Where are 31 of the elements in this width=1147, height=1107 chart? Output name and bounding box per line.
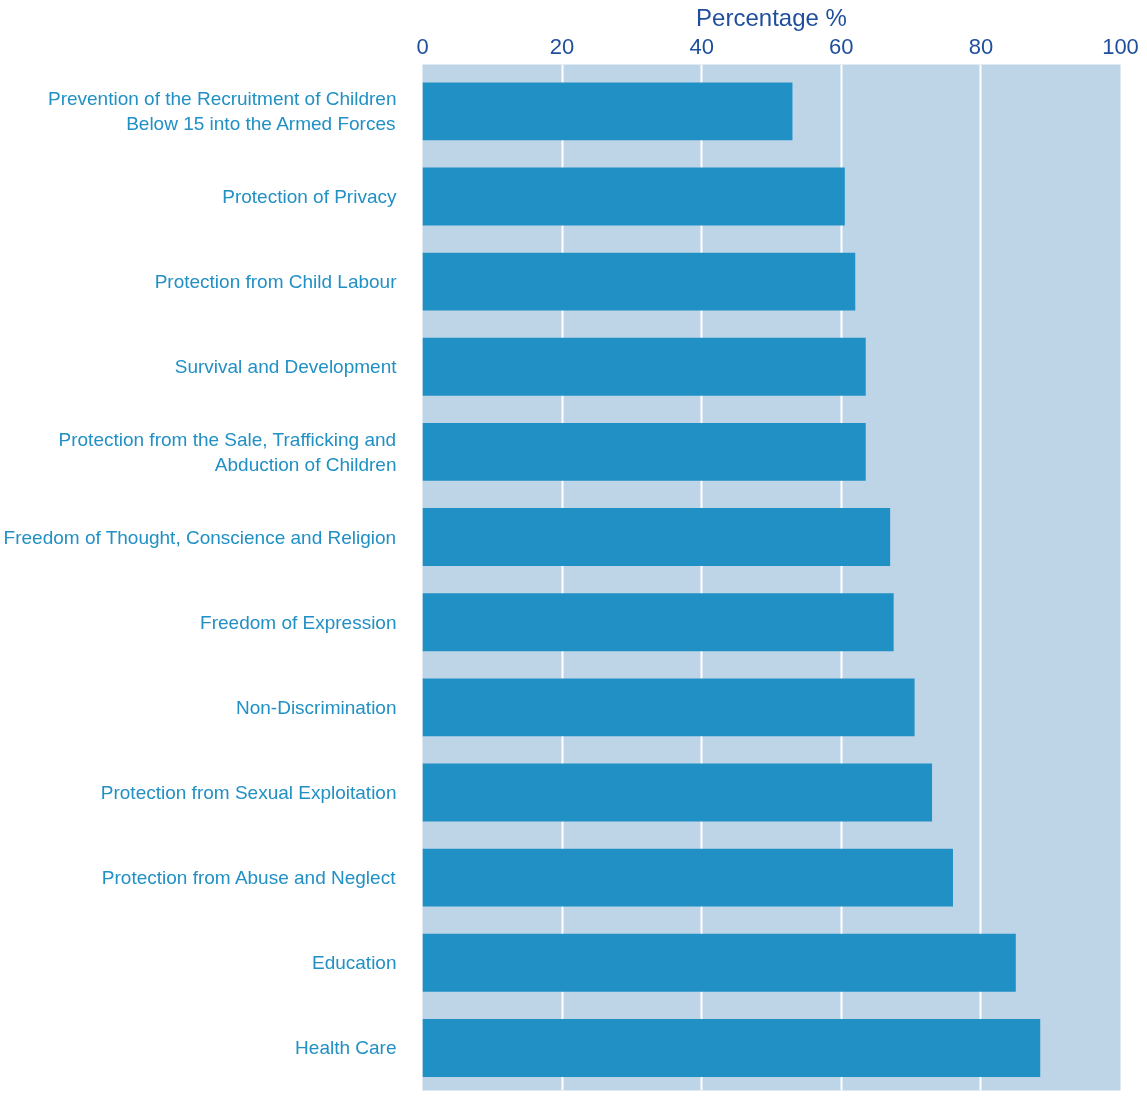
y-tick-label: Protection from Sexual Exploitation (100, 781, 397, 803)
bar (422, 422, 866, 481)
bar (422, 508, 891, 567)
y-tick-label: Protection from Child Labour (154, 271, 398, 293)
bar (422, 252, 856, 311)
bar (422, 1018, 1041, 1077)
bar (422, 167, 845, 226)
y-tick-label: Protection from Abuse and Neglect (101, 867, 397, 889)
bar (422, 82, 793, 141)
x-tick-label: 40 (689, 33, 714, 59)
y-tick-label: Freedom of Expression (200, 611, 397, 633)
x-tick-label: 100 (1102, 33, 1139, 59)
bar (422, 763, 933, 822)
x-tick-label: 80 (968, 33, 994, 59)
bar (422, 337, 866, 396)
y-tick-label: Education (311, 952, 397, 974)
bar (422, 933, 1016, 992)
y-tick-label: Protection from the Sale, Trafficking and Abduction of Children (58, 428, 397, 476)
x-tick-label: 0 (416, 33, 429, 59)
x-tick-label: 60 (829, 33, 854, 59)
bar (422, 593, 894, 652)
bar (422, 848, 953, 907)
y-tick-label: Survival and Development (174, 356, 398, 378)
y-tick-label: Prevention of the Recruitment of Children Below 15 into the Armed Forces (47, 88, 397, 135)
x-tick-label: 20 (549, 33, 575, 59)
y-tick-label: Health Care (295, 1037, 397, 1059)
bar (422, 678, 915, 737)
y-tick-label: Freedom of Thought, Conscience and Religion (3, 526, 397, 548)
y-tick-label: Protection of Privacy (222, 185, 397, 207)
y-tick-label: Non-Discrimination (236, 696, 397, 718)
x-axis-title: Percentage % (696, 3, 847, 31)
